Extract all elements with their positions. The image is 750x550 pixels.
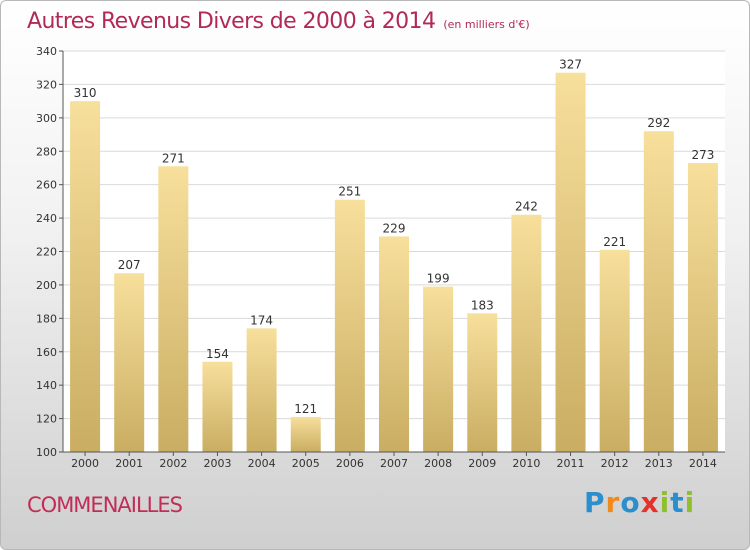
data-label: 229 <box>383 221 406 235</box>
logo-letter: x <box>640 486 660 519</box>
bar-2002 <box>158 166 189 452</box>
commune-name: COMMENAILLES <box>27 493 183 517</box>
bar-2012 <box>599 249 630 452</box>
bar-2003 <box>202 361 233 452</box>
bar-2005 <box>290 416 321 452</box>
logo-letter: i <box>659 486 671 519</box>
data-label: 273 <box>691 148 714 162</box>
x-tick-label: 2008 <box>424 457 452 470</box>
chart-title: Autres Revenus Divers de 2000 à 2014 <box>27 9 436 34</box>
chart-title-row: Autres Revenus Divers de 2000 à 2014 (en … <box>27 9 530 34</box>
y-tick-label: 260 <box>36 179 57 192</box>
bar-2009 <box>467 313 498 452</box>
axes: 100 120 140 160 180 200 220 240 260 280 300 320 340 2… <box>36 45 725 470</box>
y-tick-label: 320 <box>36 78 57 91</box>
y-tick-label: 120 <box>36 413 57 426</box>
y-tick-label: 140 <box>36 379 57 392</box>
x-tick-label: 2014 <box>689 457 717 470</box>
x-tick-label: 2006 <box>336 457 364 470</box>
x-tick-label: 2003 <box>203 457 231 470</box>
x-tick-label: 2011 <box>557 457 585 470</box>
data-label: 292 <box>647 116 670 130</box>
bar-2013 <box>643 131 674 452</box>
bar-2004 <box>246 328 277 452</box>
x-tick-label: 2001 <box>115 457 143 470</box>
y-tick-label: 340 <box>36 45 57 58</box>
data-label: 242 <box>515 200 538 214</box>
data-label: 327 <box>559 58 582 72</box>
logo-letter: P <box>584 486 606 519</box>
data-label: 174 <box>250 313 273 327</box>
data-label: 154 <box>206 347 229 361</box>
x-tick-label: 2002 <box>159 457 187 470</box>
x-tick-label: 2009 <box>468 457 496 470</box>
x-tick-label: 2012 <box>601 457 629 470</box>
data-label: 221 <box>603 235 626 249</box>
data-label: 251 <box>338 185 361 199</box>
y-tick-label: 160 <box>36 346 57 359</box>
data-label: 199 <box>427 272 450 286</box>
y-tick-label: 200 <box>36 279 57 292</box>
bar-2014 <box>687 162 718 452</box>
bar-2007 <box>379 236 409 452</box>
bar-2011 <box>555 72 586 453</box>
logo-letter: r <box>605 486 621 519</box>
y-tick-label: 100 <box>36 446 57 459</box>
proxiti-logo: Proxiti <box>584 486 695 519</box>
y-tick-label: 180 <box>36 312 57 325</box>
logo-letter: t <box>670 486 685 519</box>
x-tick-label: 2005 <box>292 457 320 470</box>
data-label: 207 <box>118 258 141 272</box>
bar-2008 <box>423 286 454 452</box>
logo-letter: o <box>620 486 641 519</box>
bar-2006 <box>334 199 365 452</box>
bars: 310 207 271 154 174 121 251 229 199 183 242 327 221 2… <box>70 58 718 453</box>
x-tick-label: 2000 <box>71 457 99 470</box>
data-label: 183 <box>471 298 494 312</box>
chart-subtitle: (en milliers d'€) <box>443 18 530 31</box>
data-label: 271 <box>162 151 185 165</box>
data-label: 310 <box>74 86 97 100</box>
bar-2000 <box>70 101 101 452</box>
y-tick-label: 240 <box>36 212 57 225</box>
x-tick-label: 2007 <box>380 457 408 470</box>
bar-2001 <box>114 273 145 452</box>
y-tick-label: 220 <box>36 246 57 259</box>
x-tick-label: 2013 <box>645 457 673 470</box>
y-tick-label: 300 <box>36 112 57 125</box>
y-tick-label: 280 <box>36 145 57 158</box>
logo-letter: i <box>684 486 696 519</box>
x-tick-label: 2004 <box>248 457 276 470</box>
data-label: 121 <box>294 402 317 416</box>
x-tick-label: 2010 <box>512 457 540 470</box>
bar-2010 <box>511 214 542 452</box>
